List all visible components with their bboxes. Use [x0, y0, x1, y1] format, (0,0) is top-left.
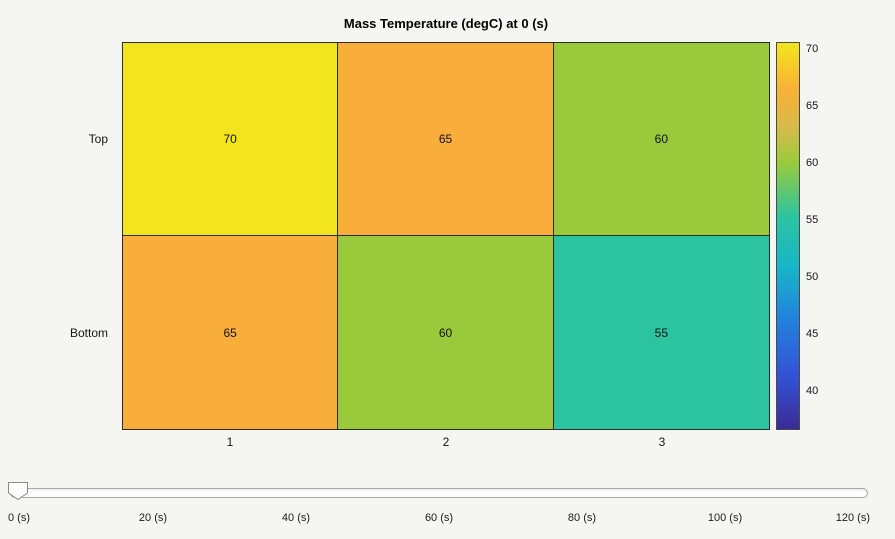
slider-tick-label-4: 80 (s)	[567, 512, 597, 524]
time-slider-scale: 0 (s) 20 (s) 40 (s) 60 (s) 80 (s) 100 (s) 120 …	[8, 512, 870, 527]
y-axis-label-bottom: Bottom	[69, 326, 108, 340]
heatmap-cell-top-2: 65	[338, 43, 554, 236]
colorbar-ticks: 70 65 60 55 50 45 40	[806, 42, 846, 430]
colorbar-tick-55: 55	[806, 214, 819, 227]
slider-tick-label-1: 20 (s)	[138, 512, 168, 524]
colorbar-tick-50: 50	[806, 271, 819, 284]
time-slider-track[interactable]	[10, 488, 868, 498]
x-axis-label-3: 3	[658, 435, 666, 449]
colorbar-tick-40: 40	[806, 385, 819, 398]
x-axis-label-2: 2	[442, 435, 450, 449]
time-slider-thumb[interactable]	[8, 482, 28, 501]
heatmap-cell-bottom-3: 55	[553, 236, 769, 429]
heatmap-cell-bottom-1: 65	[123, 236, 339, 429]
colorbar-tick-65: 65	[806, 99, 819, 112]
colorbar-tick-70: 70	[806, 42, 819, 55]
slider-tick-label-5: 100 (s)	[707, 512, 743, 524]
chart-title: Mass Temperature (degC) at 0 (s)	[343, 16, 549, 31]
slider-tick-label-3: 60 (s)	[424, 512, 454, 524]
colorbar-tick-60: 60	[806, 156, 819, 169]
slider-thumb-icon	[8, 482, 28, 501]
slider-tick-label-6: 120 (s)	[835, 512, 870, 524]
slider-tick-label-0: 0 (s)	[8, 512, 30, 524]
colorbar-tick-45: 45	[806, 328, 819, 341]
heatmap-cell-top-3: 60	[553, 43, 769, 236]
x-axis-label-1: 1	[226, 435, 234, 449]
heatmap-cell-top-1: 70	[123, 43, 339, 236]
y-axis: Top Bottom	[0, 42, 114, 430]
heatmap-grid: 70 65 60 65 60 55	[122, 42, 770, 430]
x-axis: 1 2 3	[122, 435, 770, 451]
heatmap-cell-bottom-2: 60	[338, 236, 554, 429]
slider-tick-label-2: 40 (s)	[281, 512, 311, 524]
colorbar	[776, 42, 800, 430]
y-axis-label-top: Top	[88, 132, 108, 146]
